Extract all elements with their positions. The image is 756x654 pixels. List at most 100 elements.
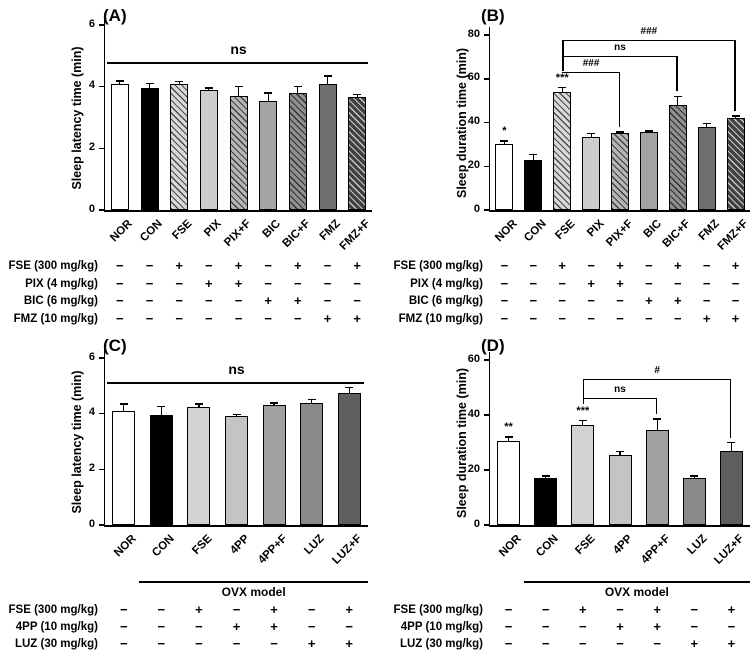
dose-value: − (345, 619, 353, 634)
y-axis-line (103, 17, 105, 210)
dose-value: − (232, 636, 241, 651)
error-bar-cap (115, 80, 124, 82)
dose-value: + (307, 636, 316, 651)
error-bar-cap (653, 418, 662, 420)
dose-value: − (587, 258, 595, 273)
error-bar-cap (731, 115, 740, 117)
error-bar-cap (204, 87, 213, 89)
dose-value: − (157, 602, 166, 617)
x-tick-label-con: CON (534, 532, 561, 560)
dose-value: − (529, 293, 538, 308)
dose-value: − (579, 619, 587, 634)
dose-value: − (529, 310, 538, 326)
dose-value: + (616, 619, 624, 634)
dose-value: − (145, 258, 154, 273)
error-bar (590, 133, 592, 137)
dose-value: − (645, 275, 653, 291)
bracket-label: ### (582, 58, 600, 69)
x-tick-label-4pp: 4PP (611, 532, 636, 557)
dose-value: + (727, 636, 736, 651)
dose-value: − (500, 275, 509, 291)
y-tick-label: 4 (88, 406, 95, 419)
dose-value: − (234, 310, 243, 326)
dose-value: − (119, 619, 128, 634)
bar-fmz-f (348, 97, 367, 210)
y-tick (483, 359, 489, 361)
bar-nor (112, 410, 136, 525)
y-tick-label: 6 (88, 350, 95, 363)
dose-value: + (264, 293, 272, 308)
bar-luz-f (719, 450, 743, 525)
dose-value: + (645, 293, 653, 308)
bar-nor (110, 83, 129, 210)
error-bar-cap (578, 419, 587, 422)
bracket-line (582, 398, 658, 400)
error-bar-cap (353, 93, 362, 96)
dose-value: + (353, 310, 361, 326)
x-tick-label-luz: LUZ (685, 532, 710, 558)
dose-value: − (558, 293, 567, 308)
error-bar (198, 403, 200, 407)
dose-value: + (727, 602, 736, 617)
dose-value: − (500, 310, 509, 326)
x-tick-label-bic-f: BIC+F (660, 217, 693, 250)
dose-value: − (500, 258, 509, 273)
x-tick-label-con: CON (138, 217, 165, 245)
dose-value: − (616, 310, 624, 326)
error-bar (582, 420, 584, 425)
x-tick-label-fse: FSE (189, 532, 215, 558)
ns-line (107, 62, 368, 64)
dose-row-label: 4PP (10 mg/kg) (400, 621, 483, 633)
y-tick-label: 0 (473, 202, 480, 215)
dose-value: − (157, 636, 166, 651)
y-tick-label: 60 (467, 352, 480, 365)
dose-value: + (673, 258, 682, 273)
dose-value: − (504, 619, 513, 634)
bracket-line (562, 56, 678, 58)
bracket-drop-right (618, 72, 620, 127)
dose-value: − (323, 293, 332, 308)
dose-row-label: LUZ (30 mg/kg) (14, 638, 98, 650)
panel-b-sleep-duration: (B) Sleep duration time (min) 0 20 40 60 80 * NO… (378, 0, 756, 330)
x-tick-label-4pp: 4PP (227, 532, 252, 557)
error-bar (677, 96, 679, 105)
dose-value: − (504, 602, 513, 617)
dose-value: − (702, 258, 711, 273)
error-bar (123, 403, 125, 411)
dose-value: − (145, 275, 154, 291)
bracket-label: # (654, 365, 660, 376)
error-bar (160, 406, 162, 416)
bar-fmz-f (726, 118, 745, 210)
y-axis-title: Sleep latency time (min) (70, 45, 85, 190)
x-tick-label-fse: FSE (170, 217, 195, 243)
dose-value: − (673, 275, 682, 291)
bar-4pp (225, 416, 248, 525)
dose-value: + (653, 602, 661, 617)
panel-label: (D) (481, 336, 505, 355)
dose-value: + (294, 258, 302, 273)
error-bar-cap (293, 85, 302, 88)
dose-value: − (579, 636, 587, 651)
y-tick-label: 0 (88, 517, 95, 530)
dose-value: − (587, 293, 595, 308)
group-label: OVX model (604, 585, 669, 599)
significance-label: ** (504, 421, 513, 433)
bar-4pp-f (645, 430, 669, 525)
bracket-drop-right (730, 379, 732, 438)
dose-row-label: FSE (300 mg/kg) (8, 260, 98, 272)
error-bar (734, 115, 737, 119)
dose-value: − (587, 310, 595, 326)
y-tick (483, 121, 489, 124)
dose-value: + (731, 310, 740, 326)
dose-value: − (353, 293, 361, 308)
error-bar-cap (234, 85, 243, 88)
y-tick-label: 40 (467, 407, 480, 420)
dose-value: + (353, 258, 361, 273)
error-bar (693, 476, 695, 479)
error-bar-cap (616, 450, 624, 453)
dose-value: − (116, 275, 124, 291)
error-bar (273, 403, 275, 406)
y-tick (98, 524, 104, 526)
bar-fse (187, 406, 211, 525)
